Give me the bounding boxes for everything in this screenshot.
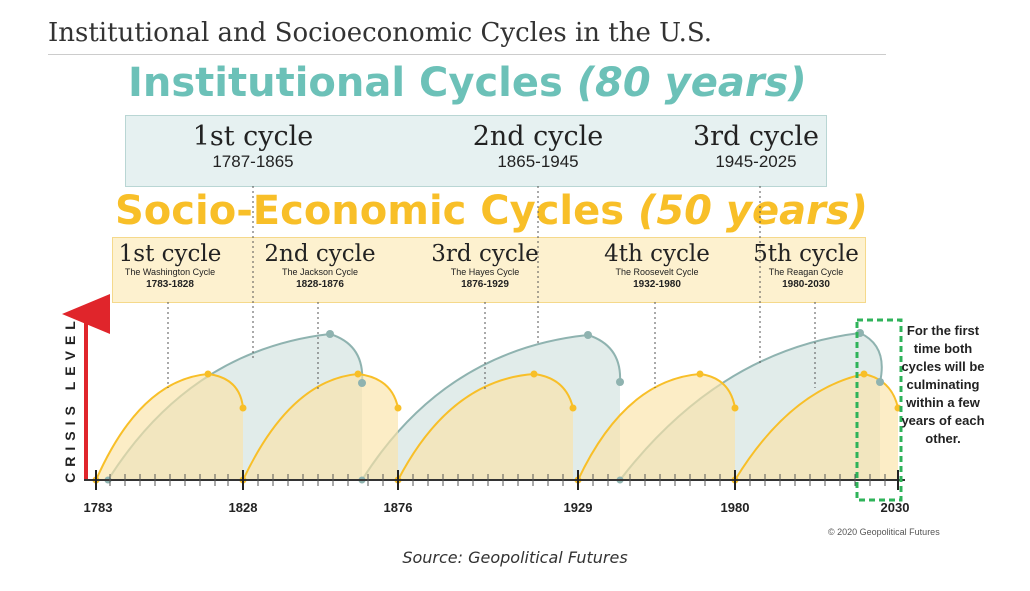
socioeconomic-cycle-years: 1980-2030 [782, 279, 830, 290]
label-connectors [167, 186, 816, 390]
socioeconomic-heading-text: Socio-Economic Cycles [115, 188, 625, 234]
institutional-wave-2-line [361, 333, 622, 481]
socioeconomic-wave-3 [398, 374, 573, 480]
institutional-cycle-name: 2nd cycle [472, 121, 604, 152]
socioeconomic-cycle-years: 1876-1929 [461, 279, 509, 290]
institutional-cycles-box [125, 115, 827, 187]
timeline-minor-ticks [109, 474, 886, 486]
socioeconomic-cycle-name: 2nd cycle [264, 241, 376, 267]
socioeconomic-wave-3-line [397, 372, 574, 481]
copyright-notice: © 2020 Geopolitical Futures [828, 527, 940, 537]
socioeconomic-cycle-5: 5th cycle The Reagan Cycle 1980-2030 [736, 241, 876, 291]
institutional-cycle-2: 2nd cycle 1865-1945 [458, 122, 618, 172]
institutional-heading-text: Institutional Cycles [128, 60, 563, 106]
socioeconomic-wave-5-line [734, 372, 899, 481]
institutional-period: (80 years) [576, 60, 807, 106]
institutional-markers [104, 329, 884, 484]
page-title: Institutional and Socioeconomic Cycles i… [48, 18, 713, 48]
socioeconomic-wave-4 [578, 374, 735, 480]
socioeconomic-cycle-years: 1783-1828 [146, 279, 194, 290]
socioeconomic-cycle-name: 3rd cycle [431, 241, 539, 267]
socioeconomic-cycle-name: 4th cycle [604, 241, 710, 267]
y-axis-label: CRISIS LEVEL [62, 315, 78, 483]
socioeconomic-cycle-subtitle: The Washington Cycle [124, 267, 216, 277]
socioeconomic-cycle-3: 3rd cycle The Hayes Cycle 1876-1929 [415, 241, 555, 291]
institutional-heading: Institutional Cycles (80 years) [128, 60, 807, 106]
institutional-cycle-3: 3rd cycle 1945-2025 [676, 122, 836, 172]
title-divider [48, 54, 886, 55]
convergence-note: For the first time both cycles will be c… [901, 323, 985, 446]
source-caption: Source: Geopolitical Futures [402, 548, 628, 567]
socioeconomic-cycle-2: 2nd cycle The Jackson Cycle 1828-1876 [250, 241, 390, 291]
timeline-major-ticks [95, 470, 899, 490]
institutional-cycle-1: 1st cycle 1787-1865 [173, 122, 333, 172]
institutional-cycle-years: 1865-1945 [497, 152, 579, 171]
socioeconomic-wave-1-line [95, 372, 244, 481]
socioeconomic-cycle-subtitle: The Reagan Cycle [768, 267, 844, 277]
institutional-cycle-years: 1787-1865 [212, 152, 294, 171]
socioeconomic-wave-2-line [242, 372, 399, 481]
tick-label-1783: 1783 [84, 500, 113, 515]
socioeconomic-cycles-box [112, 237, 866, 303]
socioeconomic-wave-4-line [577, 372, 736, 481]
tick-label-1980: 1980 [721, 500, 750, 515]
socioeconomic-cycle-name: 1st cycle [118, 241, 222, 267]
institutional-cycle-years: 1945-2025 [715, 152, 797, 171]
socioeconomic-cycle-4: 4th cycle The Roosevelt Cycle 1932-1980 [587, 241, 727, 291]
tick-label-1876: 1876 [384, 500, 413, 515]
socioeconomic-cycle-name: 5th cycle [753, 241, 859, 267]
institutional-cycle-name: 3rd cycle [692, 121, 820, 152]
tick-label-1929: 1929 [564, 500, 593, 515]
convergence-highlight-box [855, 318, 903, 502]
socioeconomic-cycle-years: 1828-1876 [296, 279, 344, 290]
socioeconomic-heading: Socio-Economic Cycles (50 years) [115, 188, 868, 234]
socioeconomic-period: (50 years) [638, 188, 868, 234]
socioeconomic-cycle-subtitle: The Roosevelt Cycle [615, 267, 699, 277]
tick-label-1828: 1828 [229, 500, 258, 515]
socioeconomic-wave-2 [243, 374, 398, 480]
socioeconomic-cycle-subtitle: The Hayes Cycle [450, 267, 520, 277]
socioeconomic-cycle-years: 1932-1980 [633, 279, 681, 290]
tick-label-2030: 2030 [881, 500, 910, 515]
socioeconomic-cycle-1: 1st cycle The Washington Cycle 1783-1828 [100, 241, 240, 291]
socioeconomic-cycle-subtitle: The Jackson Cycle [281, 267, 359, 277]
institutional-cycle-name: 1st cycle [192, 121, 314, 152]
socioeconomic-wave-1 [96, 374, 243, 480]
